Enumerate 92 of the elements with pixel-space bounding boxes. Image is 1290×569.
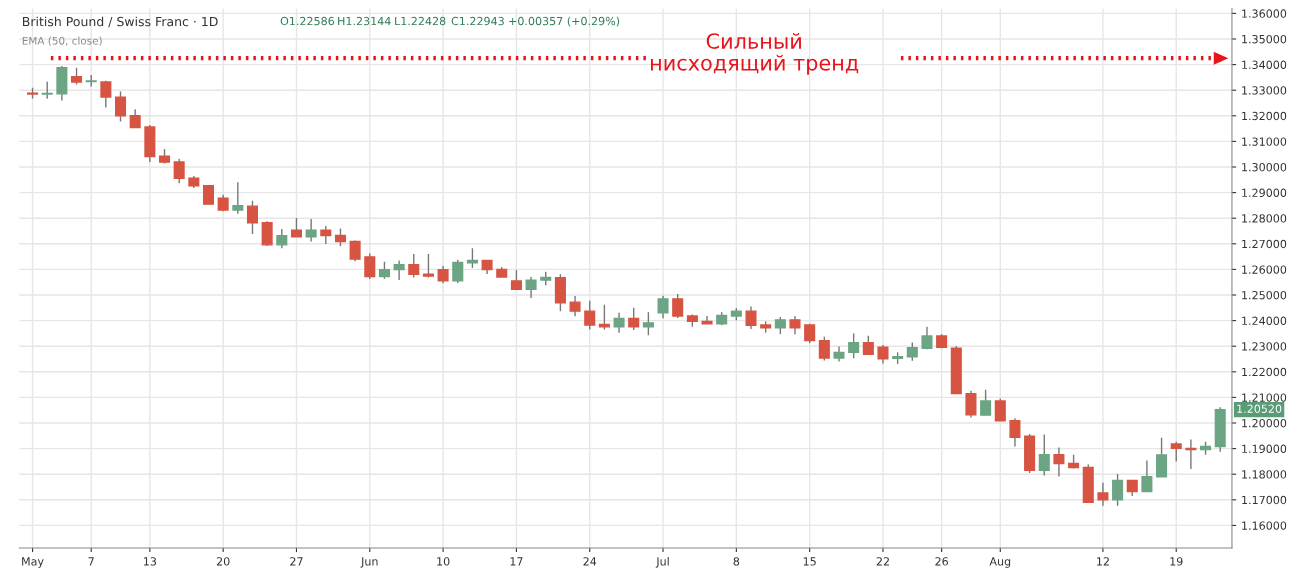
x-tick-label: 7 (88, 557, 94, 566)
candlestick (232, 181, 244, 215)
x-tick-label: May (22, 557, 44, 568)
x-tick-label: 19 (1170, 557, 1183, 566)
annotation: C1.22943 (451, 16, 504, 26)
x-tick-label: Jun (360, 557, 378, 568)
candlestick (642, 311, 654, 336)
candlestick (510, 269, 522, 291)
candlestick (569, 295, 581, 317)
x-tick-label: 26 (935, 557, 948, 566)
candlestick (657, 295, 669, 320)
candlestick (261, 220, 273, 247)
x-tick-label: 22 (876, 557, 889, 566)
candlestick (452, 258, 464, 284)
candlestick (862, 335, 874, 356)
candlestick (789, 315, 801, 335)
candlestick (994, 397, 1006, 422)
annotation: L1.22428 (395, 16, 446, 26)
y-tick-label: 1.32000 (1242, 111, 1287, 121)
text: 1.20520 (1237, 404, 1282, 413)
candlestick (1038, 433, 1050, 477)
x-tick-label: 12 (1097, 557, 1109, 566)
candlestick (129, 108, 141, 129)
annotation: +0.00357 (+0.29%) (509, 16, 620, 27)
candlestick (276, 228, 288, 249)
y-tick-label: 1.26000 (1242, 265, 1287, 274)
x-tick-label: 10 (437, 557, 450, 566)
x-tick-label: 15 (803, 557, 816, 566)
x-tick-label: Jul (655, 556, 669, 568)
x-tick-label: Aug (989, 557, 1011, 568)
candlestick (1112, 473, 1124, 507)
candlestick (980, 389, 992, 416)
candlestick (525, 276, 537, 299)
candlestick (1170, 441, 1182, 463)
y-tick-label: 1.30000 (1242, 162, 1287, 172)
annotation: O1.22586 (280, 16, 335, 26)
candlestick (173, 158, 185, 184)
candlestick (613, 311, 625, 334)
candlestick (422, 253, 434, 279)
candlestick (1097, 481, 1109, 507)
candlestick (818, 336, 830, 362)
text: British Pound / Swiss Franc · 1D (23, 16, 218, 28)
x-tick-label: 17 (510, 557, 523, 566)
candlestick (320, 225, 332, 245)
y-tick-label: 1.29000 (1242, 188, 1287, 197)
candlestick (701, 315, 713, 325)
candlestick (1141, 459, 1153, 493)
y-tick-label: 1.31000 (1242, 137, 1287, 146)
candlestick (877, 344, 889, 365)
candlestick (305, 218, 317, 243)
annotation: Сильный нисходящий тренд (651, 32, 859, 75)
y-tick-label: 1.20000 (1242, 418, 1287, 428)
candlestick (628, 307, 640, 331)
y-tick-label: 1.27000 (1242, 239, 1287, 249)
y-tick-label: 1.18000 (1242, 470, 1287, 479)
y-tick-label: 1.22000 (1242, 367, 1287, 377)
candlestick (100, 80, 112, 109)
annotation: EMA (50, close) (22, 36, 102, 46)
y-tick-label: 1.19000 (1242, 444, 1287, 453)
y-tick-label: 1.33000 (1242, 86, 1287, 95)
y-tick-label: 1.34000 (1242, 60, 1287, 69)
y-tick-label: 1.17000 (1242, 495, 1287, 505)
x-tick-label: 13 (144, 557, 157, 566)
x-tick-label: 20 (216, 557, 230, 566)
candlestick (364, 252, 376, 280)
y-tick-label: 1.35000 (1242, 34, 1287, 44)
candlestick (1156, 437, 1168, 478)
y-tick-label: 1.36000 (1242, 9, 1287, 18)
candlestick (349, 239, 361, 262)
candlestick (393, 259, 405, 281)
candlestick (745, 305, 757, 330)
candlestick (1053, 446, 1065, 478)
y-tick-label: 1.23000 (1242, 342, 1287, 351)
candlestick (906, 341, 918, 362)
candlestick (1009, 417, 1021, 448)
annotation: H1.23144 (338, 16, 391, 26)
x-tick-label: 8 (733, 557, 740, 566)
candlestick (114, 90, 127, 123)
candlestick (584, 299, 596, 331)
candlestick (246, 200, 259, 235)
candlestick (290, 217, 303, 238)
candlestick (408, 253, 420, 279)
x-tick-label: 24 (583, 557, 597, 566)
y-tick-label: 1.28000 (1242, 214, 1287, 223)
y-tick-label: 1.16000 (1242, 521, 1287, 530)
candlestick (672, 293, 684, 319)
x-tick-label: 27 (290, 557, 303, 566)
y-tick-label: 1.25000 (1242, 290, 1287, 300)
y-tick-label: 1.24000 (1242, 316, 1287, 325)
candlestick (848, 332, 860, 359)
candlestick (965, 390, 977, 419)
y-tick-label: 1.21000 (1242, 393, 1287, 402)
